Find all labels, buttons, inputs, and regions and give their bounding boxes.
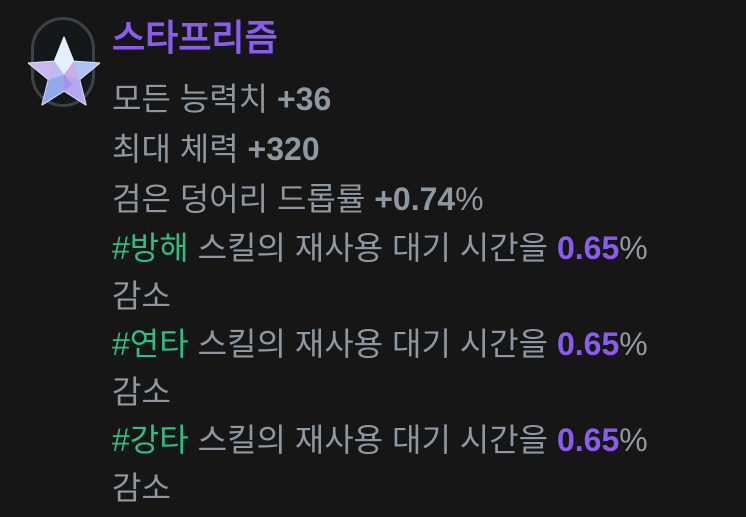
item-icon-badge[interactable] bbox=[27, 17, 101, 107]
skill-tag: #연타 bbox=[112, 326, 189, 362]
effect-text: 스킬의 재사용 대기 시간을 bbox=[188, 422, 557, 458]
effect-suffix: 감소 bbox=[112, 278, 171, 314]
star-prism-icon bbox=[27, 36, 101, 106]
effect-block-1: #방해 스킬의 재사용 대기 시간을 0.65% 감소 bbox=[112, 224, 732, 320]
effect-text: 스킬의 재사용 대기 시간을 bbox=[188, 326, 557, 362]
item-title: 스타프리즘 bbox=[112, 17, 278, 58]
skill-tag: #강타 bbox=[112, 422, 189, 458]
effect-block-2: #연타 스킬의 재사용 대기 시간을 0.65% 감소 bbox=[112, 320, 732, 416]
stat-line-all-stats: 모든 능력치 +36 bbox=[112, 74, 732, 124]
effect-line: #강타 스킬의 재사용 대기 시간을 0.65% bbox=[112, 416, 732, 464]
effect-percent: % bbox=[619, 326, 648, 362]
effect-suffix: 감소 bbox=[112, 470, 171, 506]
stat-line-max-hp: 최대 체력 +320 bbox=[112, 124, 732, 174]
stat-suffix: % bbox=[455, 181, 484, 217]
stat-label: 최대 체력 bbox=[112, 131, 248, 167]
effect-block-3: #강타 스킬의 재사용 대기 시간을 0.65% 감소 bbox=[112, 416, 732, 512]
effect-percent: % bbox=[619, 230, 648, 266]
stat-list: 모든 능력치 +36 최대 체력 +320 검은 덩어리 드롭률 +0.74% bbox=[112, 74, 732, 224]
effect-line: #방해 스킬의 재사용 대기 시간을 0.65% bbox=[112, 224, 732, 272]
effect-suffix: 감소 bbox=[112, 374, 171, 410]
effect-percent: % bbox=[619, 422, 648, 458]
effect-line: #연타 스킬의 재사용 대기 시간을 0.65% bbox=[112, 320, 732, 368]
stat-value: +36 bbox=[276, 81, 332, 117]
effect-value: 0.65 bbox=[556, 422, 620, 458]
effect-list: #방해 스킬의 재사용 대기 시간을 0.65% 감소 #연타 스킬의 재사용 … bbox=[112, 224, 732, 512]
effect-value: 0.65 bbox=[556, 230, 620, 266]
effect-value: 0.65 bbox=[556, 326, 620, 362]
stat-value: +0.74 bbox=[374, 181, 456, 217]
stat-label: 검은 덩어리 드롭률 bbox=[112, 181, 375, 217]
stat-value: +320 bbox=[247, 131, 320, 167]
item-details: 스타프리즘 모든 능력치 +36 최대 체력 +320 검은 덩어리 드롭률 +… bbox=[112, 16, 732, 512]
skill-tag: #방해 bbox=[112, 230, 189, 266]
effect-text: 스킬의 재사용 대기 시간을 bbox=[188, 230, 557, 266]
stat-label: 모든 능력치 bbox=[112, 81, 277, 117]
stat-line-drop-rate: 검은 덩어리 드롭률 +0.74% bbox=[112, 174, 732, 224]
